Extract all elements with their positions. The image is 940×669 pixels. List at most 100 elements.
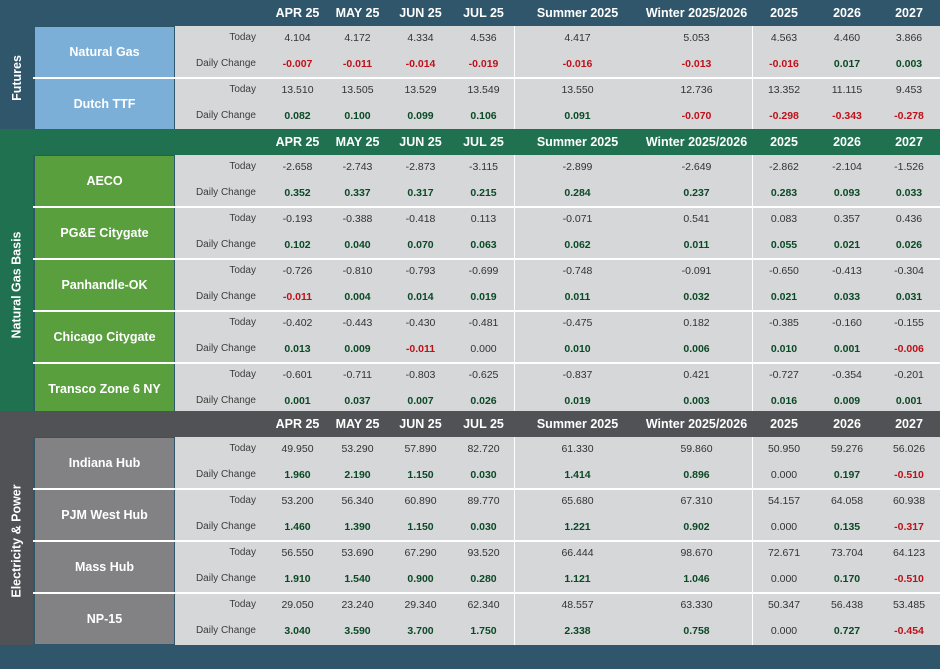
value-today: 0.182	[683, 317, 710, 329]
value-today: 54.157	[767, 495, 801, 507]
value-today: -2.649	[681, 161, 712, 173]
value-daily-change: -0.298	[769, 110, 799, 122]
value-daily-change: -0.510	[894, 469, 924, 481]
column-header: 2025	[770, 6, 798, 20]
value-daily-change: -0.343	[832, 110, 862, 122]
section-title: Natural Gas Basis	[9, 231, 24, 339]
metric-label-change: Daily Change	[195, 573, 256, 584]
value-today: -0.402	[282, 317, 313, 329]
value-today: -0.160	[832, 317, 862, 329]
value-daily-change: 0.011	[683, 239, 710, 251]
metric-label-today: Today	[229, 265, 256, 276]
value-today: -0.443	[342, 317, 373, 329]
value-daily-change: 0.003	[895, 58, 923, 70]
section-sidebar: Electricity & Power	[0, 437, 33, 645]
value-today: -0.748	[562, 265, 593, 277]
value-today: 29.340	[404, 599, 437, 611]
value-today: 72.671	[767, 547, 801, 559]
value-daily-change: -0.014	[405, 58, 436, 70]
metric-label-change: Daily Change	[195, 521, 256, 532]
value-today: -0.475	[562, 317, 593, 329]
value-today: -0.837	[562, 369, 593, 381]
value-today: 57.890	[404, 443, 437, 455]
value-today: 62.340	[467, 599, 500, 611]
value-today: -0.193	[282, 213, 313, 225]
row-divider	[33, 592, 940, 594]
column-header: 2025	[770, 135, 798, 149]
value-daily-change: 1.150	[407, 521, 434, 533]
value-daily-change: 0.062	[564, 239, 591, 251]
value-today: 61.330	[561, 443, 594, 455]
column-header: JUL 25	[463, 417, 504, 431]
value-daily-change: 1.460	[284, 521, 311, 533]
market-label: Transco Zone 6 NY	[35, 364, 174, 414]
value-today: -0.201	[894, 369, 924, 381]
column-header: JUN 25	[399, 417, 442, 431]
column-header: JUL 25	[463, 6, 504, 20]
value-today: 4.334	[407, 32, 434, 44]
value-today: 4.536	[470, 32, 497, 44]
column-header: 2027	[895, 135, 923, 149]
value-daily-change: -0.070	[681, 110, 712, 122]
value-today: -0.430	[405, 317, 436, 329]
row-divider	[33, 258, 940, 260]
market-label: Dutch TTF	[35, 79, 174, 129]
value-daily-change: 0.000	[470, 343, 497, 355]
column-header: 2026	[833, 417, 861, 431]
column-header: 2025	[770, 417, 798, 431]
column-header: JUN 25	[399, 6, 442, 20]
value-today: -2.862	[769, 161, 799, 173]
value-today: 4.172	[344, 32, 371, 44]
value-daily-change: -0.011	[405, 343, 436, 355]
value-daily-change: 0.021	[833, 239, 861, 251]
value-today: 0.113	[470, 213, 497, 225]
value-daily-change: 0.099	[407, 110, 434, 122]
section-title: Futures	[9, 55, 24, 101]
value-daily-change: 0.001	[833, 343, 861, 355]
value-today: -2.899	[562, 161, 593, 173]
value-today: 50.950	[767, 443, 801, 455]
value-daily-change: 0.900	[407, 573, 434, 585]
value-daily-change: 0.758	[683, 625, 710, 637]
column-header: JUN 25	[399, 135, 442, 149]
column-header: 2026	[833, 135, 861, 149]
metric-label-today: Today	[229, 317, 256, 328]
section-title: Electricity & Power	[9, 484, 24, 598]
value-today: -0.385	[769, 317, 799, 329]
value-daily-change: 0.009	[344, 343, 371, 355]
value-today: -0.726	[282, 265, 313, 277]
metric-label-today: Today	[229, 599, 256, 610]
value-today: 13.352	[767, 84, 801, 96]
column-header: Winter 2025/2026	[645, 417, 748, 431]
value-daily-change: -0.019	[468, 58, 499, 70]
value-daily-change: 0.010	[770, 343, 798, 355]
value-daily-change: 1.221	[564, 521, 591, 533]
row-divider	[33, 540, 940, 542]
value-today: 13.505	[341, 84, 374, 96]
metric-label-change: Daily Change	[195, 58, 256, 69]
column-divider	[752, 155, 753, 415]
value-daily-change: 0.011	[564, 291, 591, 303]
value-today: -0.071	[562, 213, 593, 225]
column-divider	[514, 155, 515, 415]
value-daily-change: 0.170	[833, 573, 861, 585]
value-today: 93.520	[467, 547, 500, 559]
value-today: 5.053	[683, 32, 710, 44]
value-today: -0.413	[832, 265, 862, 277]
column-header: MAY 25	[335, 6, 380, 20]
value-daily-change: 0.215	[470, 187, 497, 199]
value-today: 67.310	[680, 495, 713, 507]
metric-label-today: Today	[229, 547, 256, 558]
value-today: -2.743	[342, 161, 373, 173]
value-daily-change: 3.700	[407, 625, 434, 637]
value-today: -0.699	[468, 265, 499, 277]
section-sidebar: Futures	[0, 26, 33, 130]
value-daily-change: 0.009	[833, 395, 861, 407]
value-today: -0.155	[894, 317, 924, 329]
value-today: 59.276	[830, 443, 864, 455]
value-daily-change: 2.338	[564, 625, 591, 637]
value-today: 11.115	[831, 84, 863, 96]
value-daily-change: 1.960	[284, 469, 311, 481]
value-today: -0.727	[769, 369, 799, 381]
